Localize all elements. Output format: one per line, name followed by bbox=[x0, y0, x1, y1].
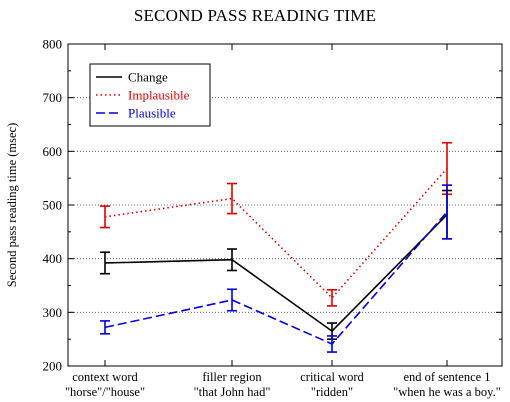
gridlines bbox=[68, 97, 502, 313]
legend-label-implausible: Implausible bbox=[128, 88, 190, 103]
chart-title: SECOND PASS READING TIME bbox=[133, 6, 377, 25]
series-line-change bbox=[104, 214, 448, 333]
y-tick-label-400: 400 bbox=[43, 251, 63, 266]
y-tick-label-800: 800 bbox=[43, 37, 63, 52]
legend-label-change: Change bbox=[128, 70, 168, 85]
y-axis-label: Second pass reading time (msec) bbox=[5, 123, 19, 288]
x-tick-label-3: end of sentence 1 "when he was a boy." bbox=[393, 370, 501, 399]
series-change bbox=[100, 189, 452, 340]
x-tick-label-0: context word "horse"/"house" bbox=[65, 370, 145, 399]
series-layer bbox=[100, 141, 452, 353]
legend-label-plausible: Plausible bbox=[128, 106, 176, 121]
legend: Change Implausible Plausible bbox=[89, 63, 211, 127]
y-tick-label-300: 300 bbox=[43, 305, 63, 320]
axes: 200 300 400 500 600 700 800 context word "horse"… bbox=[43, 37, 502, 399]
y-tick-label-500: 500 bbox=[43, 198, 63, 213]
y-tick-label-700: 700 bbox=[43, 90, 63, 105]
x-tick-label-2: critical word "ridden" bbox=[300, 370, 364, 399]
y-tick-label-200: 200 bbox=[43, 359, 63, 374]
y-tick-label-600: 600 bbox=[43, 144, 63, 159]
series-implausible bbox=[100, 141, 452, 307]
x-tick-label-1: filler region "that John had" bbox=[194, 370, 271, 399]
series-line-plausible bbox=[104, 211, 448, 345]
series-line-implausible bbox=[104, 167, 448, 300]
series-plausible bbox=[100, 184, 452, 353]
